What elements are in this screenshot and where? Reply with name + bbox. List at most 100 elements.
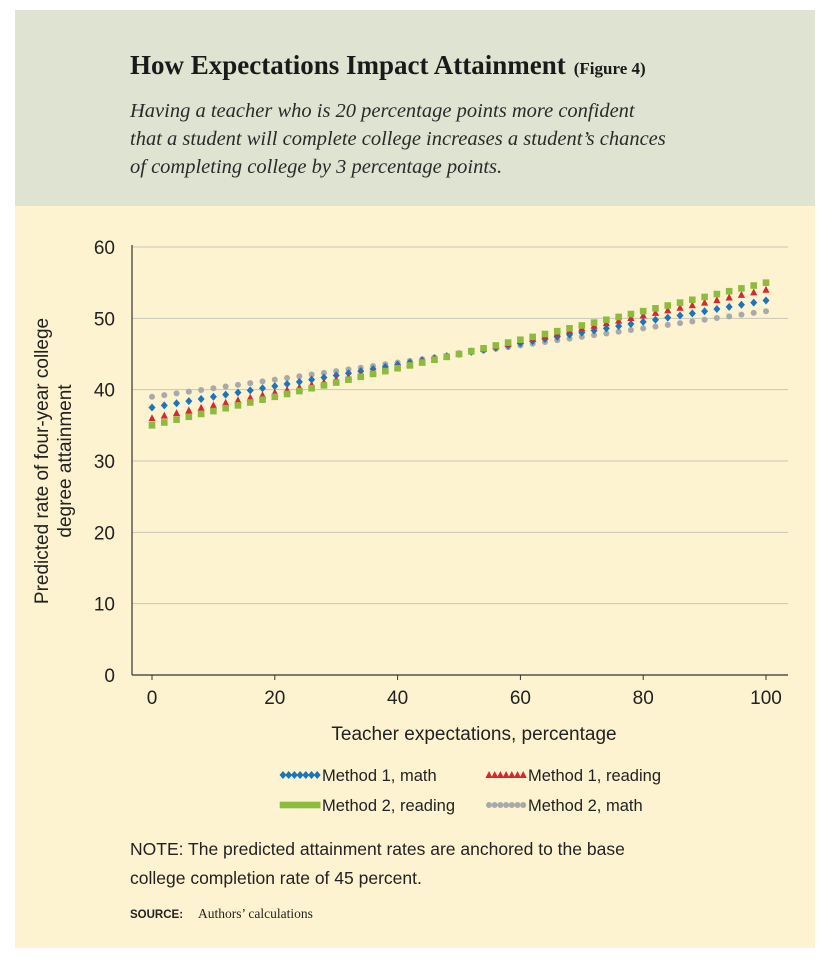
chart-title: How Expectations Impact Attainment (Figur… [130, 50, 646, 80]
point [725, 287, 733, 295]
y-tick-label: 30 [94, 452, 115, 473]
legend-marker [285, 801, 292, 809]
y-tick-label: 50 [94, 309, 115, 330]
point [688, 301, 696, 309]
point [762, 296, 770, 305]
title-note: (Figure 4) [574, 59, 646, 78]
point [737, 290, 746, 298]
legend-marker [308, 771, 315, 779]
point [591, 332, 598, 339]
point [762, 285, 770, 293]
legend-marker [491, 771, 499, 778]
point [627, 320, 635, 329]
legend-label: Method 2, reading [322, 797, 455, 815]
point [701, 307, 709, 316]
point [677, 320, 684, 327]
point [566, 325, 573, 332]
point [701, 293, 708, 301]
x-tick-label: 100 [750, 688, 782, 709]
point [394, 364, 401, 372]
point [578, 333, 585, 340]
point [738, 285, 745, 292]
point [664, 313, 672, 322]
point [234, 381, 241, 388]
legend: Method 1, math Method 1, reading Method 2,… [279, 767, 661, 815]
point [639, 311, 647, 319]
point [295, 377, 303, 386]
point [197, 403, 205, 411]
point [222, 383, 229, 390]
point [590, 319, 598, 326]
legend-marker [502, 771, 510, 778]
point [296, 387, 303, 395]
legend-marker [520, 802, 527, 808]
source-text: Authors’ calculations [198, 906, 313, 921]
point [271, 393, 279, 401]
point [160, 419, 168, 426]
point [640, 325, 647, 332]
point [246, 399, 254, 406]
legend-marker [513, 771, 522, 778]
point [726, 313, 733, 320]
point [639, 317, 647, 326]
y-tick-label: 10 [94, 595, 115, 616]
point [284, 374, 291, 381]
point [259, 384, 267, 393]
point [713, 305, 721, 314]
legend-marker [308, 801, 315, 809]
point [750, 298, 758, 307]
y-axis-title: Predicted rate of four-year college [32, 318, 53, 604]
legend-label: Method 1, math [322, 767, 437, 785]
point [258, 391, 267, 399]
point [369, 370, 377, 378]
point [246, 386, 254, 395]
point [283, 379, 291, 388]
point [627, 327, 634, 334]
point [676, 303, 684, 311]
point [750, 282, 758, 289]
point [725, 293, 733, 301]
point [209, 392, 217, 401]
point [738, 311, 745, 318]
point [308, 375, 316, 384]
point [148, 422, 156, 429]
point [615, 328, 622, 335]
point [197, 410, 205, 418]
point [320, 373, 328, 382]
point [222, 398, 230, 406]
point [750, 288, 758, 296]
legend-marker [485, 771, 493, 778]
point [160, 411, 168, 419]
notes: NOTE: The predicted attainment rates are… [130, 839, 625, 921]
point [517, 336, 524, 344]
point [259, 378, 266, 385]
legend-marker [486, 802, 492, 808]
legend-marker [290, 771, 298, 779]
point [173, 390, 180, 397]
point [676, 311, 684, 320]
point [148, 414, 156, 422]
point [185, 413, 193, 421]
point [357, 373, 365, 381]
chart-panel [15, 206, 815, 948]
point [529, 333, 536, 341]
point [603, 316, 610, 324]
point [283, 390, 291, 398]
y-tick-label: 20 [94, 523, 115, 544]
point [234, 396, 242, 404]
legend-label: Method 1, reading [528, 767, 661, 785]
point [185, 397, 193, 406]
subtitle-line: Having a teacher who is 20 percentage po… [129, 100, 636, 122]
point [664, 302, 672, 309]
point [431, 356, 438, 364]
legend-marker [279, 771, 287, 779]
point [345, 376, 352, 383]
point [406, 362, 414, 369]
point [615, 322, 623, 331]
point [750, 309, 757, 316]
point [198, 386, 205, 393]
x-axis-title: Teacher expectations, percentage [331, 724, 616, 745]
point [615, 313, 622, 321]
point [578, 322, 586, 329]
